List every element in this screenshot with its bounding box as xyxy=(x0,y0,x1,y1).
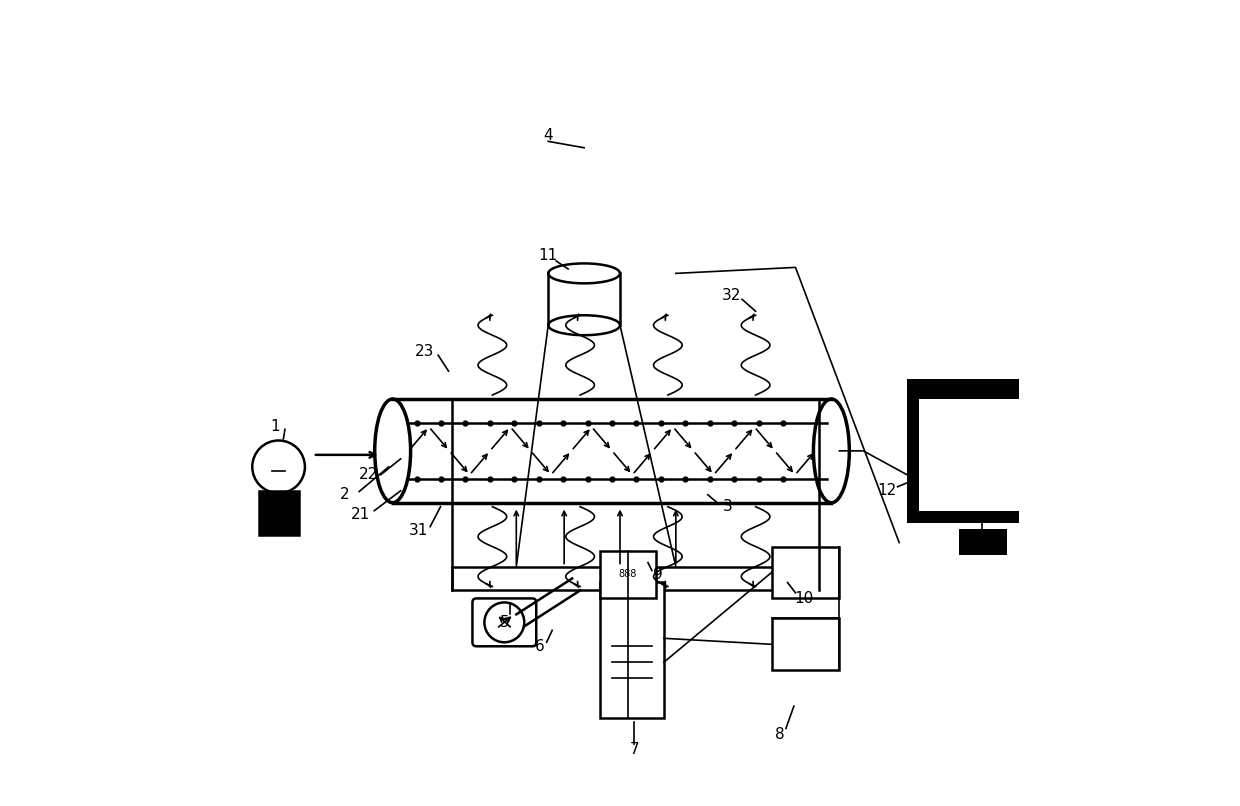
Bar xyxy=(771,618,839,671)
FancyBboxPatch shape xyxy=(472,598,536,646)
Text: 4: 4 xyxy=(543,128,553,143)
Text: 31: 31 xyxy=(409,523,429,538)
Text: 12: 12 xyxy=(878,484,897,498)
Text: 7: 7 xyxy=(630,742,639,758)
FancyBboxPatch shape xyxy=(259,491,299,534)
Bar xyxy=(919,399,1047,511)
Text: 6: 6 xyxy=(536,639,546,654)
Text: 8: 8 xyxy=(775,726,785,742)
Text: 23: 23 xyxy=(415,343,434,359)
Bar xyxy=(771,546,839,598)
Bar xyxy=(453,567,820,591)
Text: 32: 32 xyxy=(722,288,742,303)
Text: 2: 2 xyxy=(340,488,350,502)
Text: 11: 11 xyxy=(538,248,558,263)
Text: 22: 22 xyxy=(360,467,378,482)
Text: 888: 888 xyxy=(619,570,637,580)
Text: 3: 3 xyxy=(723,499,733,514)
Bar xyxy=(600,583,663,718)
Bar xyxy=(908,379,1059,522)
Bar xyxy=(959,529,1007,555)
Text: 1: 1 xyxy=(270,419,280,434)
Text: 5: 5 xyxy=(500,615,510,629)
Text: 10: 10 xyxy=(794,591,813,606)
Text: 9: 9 xyxy=(653,567,663,582)
Text: 21: 21 xyxy=(351,507,371,522)
Bar xyxy=(600,550,656,598)
